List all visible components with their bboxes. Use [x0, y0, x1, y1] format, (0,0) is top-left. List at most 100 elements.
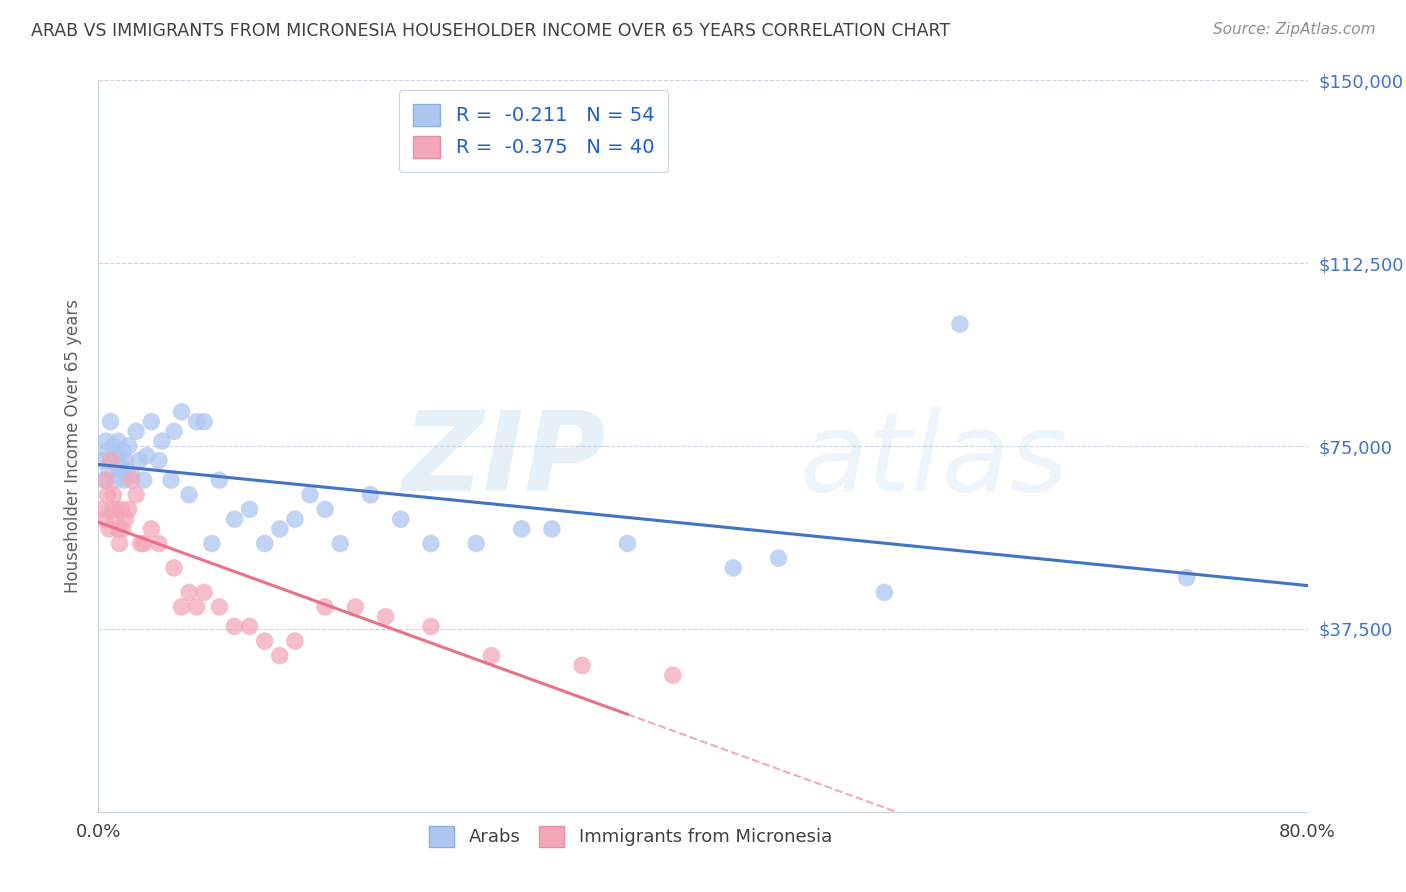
Point — [115, 463, 138, 477]
Point — [98, 463, 121, 477]
Point — [329, 536, 352, 550]
Point — [141, 415, 163, 429]
Point — [360, 488, 382, 502]
Point — [170, 599, 193, 614]
Point — [148, 536, 170, 550]
Point — [110, 502, 132, 516]
Point — [141, 522, 163, 536]
Point — [110, 458, 132, 473]
Point — [104, 512, 127, 526]
Point — [420, 619, 443, 633]
Point — [510, 522, 533, 536]
Point — [135, 449, 157, 463]
Point — [284, 634, 307, 648]
Point — [91, 453, 114, 467]
Point — [132, 536, 155, 550]
Point — [103, 488, 125, 502]
Point — [96, 488, 118, 502]
Point — [374, 609, 396, 624]
Point — [1175, 571, 1198, 585]
Point — [239, 502, 262, 516]
Point — [540, 522, 562, 536]
Point — [150, 434, 173, 449]
Point — [101, 502, 124, 516]
Point — [193, 415, 215, 429]
Point — [121, 468, 143, 483]
Text: atlas: atlas — [800, 407, 1069, 514]
Y-axis label: Householder Income Over 65 years: Householder Income Over 65 years — [63, 299, 82, 593]
Point — [121, 473, 143, 487]
Point — [100, 415, 122, 429]
Point — [108, 463, 131, 477]
Point — [107, 434, 129, 449]
Point — [93, 512, 115, 526]
Point — [132, 473, 155, 487]
Point — [125, 488, 148, 502]
Point — [118, 439, 141, 453]
Point — [186, 599, 208, 614]
Point — [208, 599, 231, 614]
Point — [201, 536, 224, 550]
Point — [179, 488, 201, 502]
Point — [224, 512, 246, 526]
Point — [94, 434, 117, 449]
Point — [107, 522, 129, 536]
Point — [224, 619, 246, 633]
Point — [269, 522, 291, 536]
Point — [160, 473, 183, 487]
Point — [108, 536, 131, 550]
Point — [96, 443, 118, 458]
Point — [253, 536, 276, 550]
Point — [111, 443, 134, 458]
Point — [163, 561, 186, 575]
Point — [239, 619, 262, 633]
Point — [111, 522, 134, 536]
Point — [420, 536, 443, 550]
Point — [105, 449, 128, 463]
Point — [179, 585, 201, 599]
Point — [571, 658, 593, 673]
Point — [949, 317, 972, 331]
Point — [103, 439, 125, 453]
Point — [114, 453, 136, 467]
Point — [104, 473, 127, 487]
Legend: Arabs, Immigrants from Micronesia: Arabs, Immigrants from Micronesia — [422, 819, 839, 854]
Point — [170, 405, 193, 419]
Point — [105, 502, 128, 516]
Point — [661, 668, 683, 682]
Text: ARAB VS IMMIGRANTS FROM MICRONESIA HOUSEHOLDER INCOME OVER 65 YEARS CORRELATION : ARAB VS IMMIGRANTS FROM MICRONESIA HOUSE… — [31, 22, 950, 40]
Point — [112, 473, 135, 487]
Point — [299, 488, 322, 502]
Point — [389, 512, 412, 526]
Point — [723, 561, 745, 575]
Point — [616, 536, 638, 550]
Point — [344, 599, 367, 614]
Point — [465, 536, 488, 550]
Point — [193, 585, 215, 599]
Point — [118, 502, 141, 516]
Point — [314, 502, 336, 516]
Point — [100, 453, 122, 467]
Point — [114, 512, 136, 526]
Point — [94, 473, 117, 487]
Point — [128, 453, 150, 467]
Point — [129, 536, 152, 550]
Point — [148, 453, 170, 467]
Point — [125, 425, 148, 439]
Point — [481, 648, 503, 663]
Point — [269, 648, 291, 663]
Point — [186, 415, 208, 429]
Point — [93, 473, 115, 487]
Text: ZIP: ZIP — [402, 407, 606, 514]
Point — [253, 634, 276, 648]
Point — [101, 453, 124, 467]
Point — [314, 599, 336, 614]
Point — [98, 522, 121, 536]
Point — [208, 473, 231, 487]
Point — [90, 502, 112, 516]
Point — [873, 585, 896, 599]
Text: Source: ZipAtlas.com: Source: ZipAtlas.com — [1212, 22, 1375, 37]
Point — [163, 425, 186, 439]
Point — [284, 512, 307, 526]
Point — [768, 551, 790, 566]
